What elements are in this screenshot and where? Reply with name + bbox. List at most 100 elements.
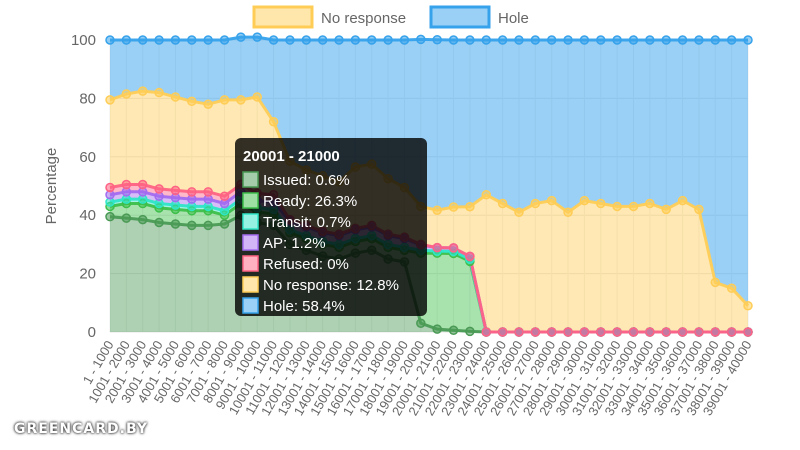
point-hole[interactable] <box>399 35 410 45</box>
point-refused[interactable] <box>497 327 508 337</box>
point-hole[interactable] <box>203 35 213 45</box>
point-hole[interactable] <box>317 35 328 45</box>
point-refused[interactable] <box>628 327 639 337</box>
point-hole[interactable] <box>154 35 164 45</box>
point-no-response[interactable] <box>628 201 639 212</box>
point-refused[interactable] <box>694 327 704 337</box>
point-no-response[interactable] <box>236 95 246 105</box>
point-refused[interactable] <box>661 327 671 337</box>
point-issued[interactable] <box>448 325 459 335</box>
point-issued[interactable] <box>137 214 148 225</box>
point-refused[interactable] <box>105 182 115 193</box>
legend-swatch-no-response[interactable] <box>252 5 314 29</box>
point-hole[interactable] <box>334 35 344 45</box>
point-no-response[interactable] <box>432 205 442 215</box>
point-issued[interactable] <box>203 220 213 231</box>
point-refused[interactable] <box>219 191 230 201</box>
point-no-response[interactable] <box>710 277 721 288</box>
point-refused[interactable] <box>563 327 573 337</box>
point-hole[interactable] <box>285 35 295 45</box>
point-hole[interactable] <box>546 35 557 45</box>
point-hole[interactable] <box>694 35 704 45</box>
point-refused[interactable] <box>432 242 442 253</box>
point-refused[interactable] <box>121 179 132 190</box>
point-no-response[interactable] <box>203 99 213 109</box>
point-hole[interactable] <box>579 35 590 45</box>
point-hole[interactable] <box>350 35 361 45</box>
point-hole[interactable] <box>726 35 737 45</box>
point-refused[interactable] <box>481 327 492 337</box>
point-no-response[interactable] <box>726 283 737 293</box>
point-refused[interactable] <box>154 184 164 194</box>
point-hole[interactable] <box>105 35 115 45</box>
point-refused[interactable] <box>546 327 557 337</box>
point-issued[interactable] <box>121 213 132 223</box>
point-hole[interactable] <box>481 35 492 45</box>
point-refused[interactable] <box>726 327 737 337</box>
point-hole[interactable] <box>661 35 671 45</box>
point-issued[interactable] <box>105 211 115 222</box>
point-hole[interactable] <box>497 35 508 45</box>
point-no-response[interactable] <box>252 92 262 102</box>
point-hole[interactable] <box>628 35 639 45</box>
point-hole[interactable] <box>645 35 655 45</box>
point-refused[interactable] <box>137 179 148 190</box>
point-hole[interactable] <box>121 35 132 45</box>
point-no-response[interactable] <box>563 207 573 218</box>
point-no-response[interactable] <box>121 89 132 99</box>
point-refused[interactable] <box>645 327 655 337</box>
point-issued[interactable] <box>219 219 230 229</box>
point-hole[interactable] <box>236 32 246 42</box>
point-refused[interactable] <box>187 187 197 197</box>
point-hole[interactable] <box>432 34 442 45</box>
point-refused[interactable] <box>579 327 590 337</box>
point-hole[interactable] <box>530 35 541 45</box>
point-hole[interactable] <box>187 35 197 45</box>
point-hole[interactable] <box>514 35 524 45</box>
point-no-response[interactable] <box>154 87 164 98</box>
point-no-response[interactable] <box>530 198 541 209</box>
point-hole[interactable] <box>465 35 475 45</box>
point-hole[interactable] <box>596 35 606 45</box>
point-refused[interactable] <box>170 185 181 196</box>
point-refused[interactable] <box>514 327 524 337</box>
point-refused[interactable] <box>465 251 475 262</box>
point-issued[interactable] <box>432 324 442 334</box>
point-issued[interactable] <box>154 217 164 228</box>
point-refused[interactable] <box>203 187 213 197</box>
legend-swatch-hole[interactable] <box>429 5 491 29</box>
point-refused[interactable] <box>743 327 753 337</box>
point-hole[interactable] <box>612 35 622 45</box>
point-no-response[interactable] <box>596 198 606 209</box>
point-no-response[interactable] <box>219 95 230 105</box>
point-hole[interactable] <box>383 35 393 45</box>
legend-label-hole[interactable]: Hole <box>498 10 529 27</box>
point-no-response[interactable] <box>661 204 671 215</box>
point-issued[interactable] <box>416 318 426 328</box>
point-no-response[interactable] <box>743 300 753 311</box>
point-hole[interactable] <box>301 35 312 45</box>
point-hole[interactable] <box>170 35 181 45</box>
legend-label-no-response[interactable]: No response <box>321 10 406 27</box>
point-no-response[interactable] <box>497 198 508 209</box>
point-hole[interactable] <box>710 35 721 45</box>
point-hole[interactable] <box>677 35 688 45</box>
point-no-response[interactable] <box>465 201 475 212</box>
point-no-response[interactable] <box>514 207 524 218</box>
point-issued[interactable] <box>170 219 181 229</box>
point-hole[interactable] <box>137 35 148 45</box>
point-hole[interactable] <box>563 35 573 45</box>
point-no-response[interactable] <box>137 86 148 96</box>
point-refused[interactable] <box>530 327 541 337</box>
point-no-response[interactable] <box>187 96 197 107</box>
point-no-response[interactable] <box>481 190 492 200</box>
point-no-response[interactable] <box>170 92 181 102</box>
point-refused[interactable] <box>596 327 606 337</box>
point-hole[interactable] <box>219 35 230 45</box>
point-no-response[interactable] <box>268 117 279 127</box>
point-refused[interactable] <box>677 327 688 337</box>
point-hole[interactable] <box>252 32 262 42</box>
point-no-response[interactable] <box>645 198 655 209</box>
point-no-response[interactable] <box>579 195 590 206</box>
point-no-response[interactable] <box>612 201 622 212</box>
